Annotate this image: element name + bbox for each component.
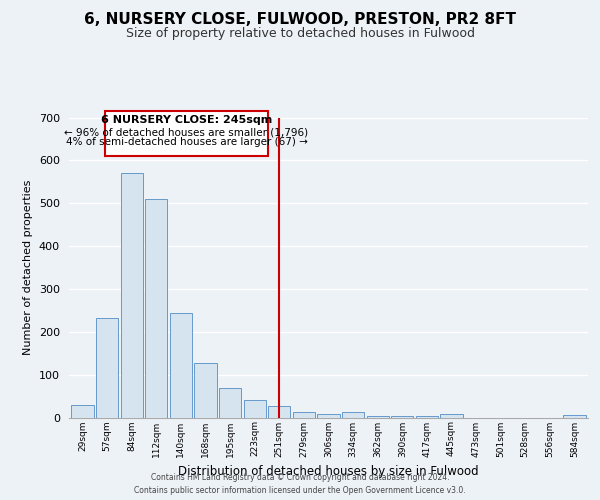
Bar — [71, 404, 94, 417]
Bar — [416, 416, 438, 418]
X-axis label: Distribution of detached houses by size in Fulwood: Distribution of detached houses by size … — [178, 465, 479, 478]
Bar — [194, 363, 217, 418]
Text: 4% of semi-detached houses are larger (67) →: 4% of semi-detached houses are larger (6… — [65, 137, 307, 147]
Text: 6, NURSERY CLOSE, FULWOOD, PRESTON, PR2 8FT: 6, NURSERY CLOSE, FULWOOD, PRESTON, PR2 … — [84, 12, 516, 28]
Bar — [170, 314, 192, 418]
FancyBboxPatch shape — [104, 111, 268, 156]
Bar — [121, 173, 143, 418]
Bar — [367, 416, 389, 418]
Bar — [440, 414, 463, 418]
Bar — [268, 406, 290, 417]
Text: ← 96% of detached houses are smaller (1,796): ← 96% of detached houses are smaller (1,… — [64, 128, 308, 138]
Text: Size of property relative to detached houses in Fulwood: Size of property relative to detached ho… — [125, 28, 475, 40]
Y-axis label: Number of detached properties: Number of detached properties — [23, 180, 33, 355]
Bar — [96, 318, 118, 418]
Bar — [317, 414, 340, 418]
Text: 6 NURSERY CLOSE: 245sqm: 6 NURSERY CLOSE: 245sqm — [101, 116, 272, 126]
Text: Contains HM Land Registry data © Crown copyright and database right 2024.
Contai: Contains HM Land Registry data © Crown c… — [134, 473, 466, 495]
Bar — [391, 416, 413, 418]
Bar — [244, 400, 266, 417]
Bar — [563, 416, 586, 418]
Bar — [293, 412, 315, 418]
Bar — [219, 388, 241, 418]
Bar — [145, 199, 167, 418]
Bar — [342, 412, 364, 418]
